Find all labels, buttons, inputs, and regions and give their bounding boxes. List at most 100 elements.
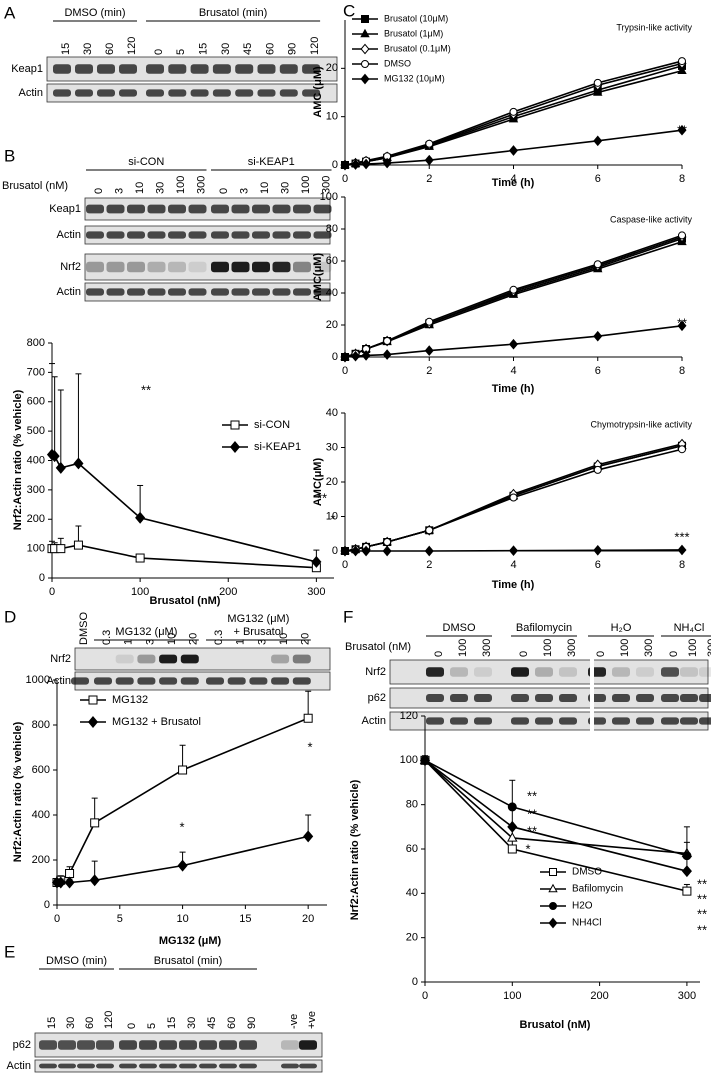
data-point: [361, 350, 371, 361]
data-point: [593, 135, 603, 147]
data-point: [682, 886, 692, 896]
data-point: [351, 350, 361, 362]
error-bar: [683, 826, 690, 856]
y-tick-label: 400: [32, 809, 50, 821]
y-tick-label: 600: [27, 396, 45, 408]
blot-band: [252, 231, 270, 239]
legend-label: Brusatol (10μM): [384, 13, 448, 23]
data-point: [382, 349, 392, 360]
blot-band: [281, 1063, 299, 1069]
y-tick-label: 10: [326, 111, 338, 123]
blot-band: [302, 89, 321, 97]
lane-label: 0: [93, 188, 105, 194]
blot-band: [313, 288, 332, 296]
blot-band: [299, 1063, 317, 1069]
blot-band: [293, 261, 311, 273]
data-point: [509, 107, 518, 116]
lane-label: 0: [595, 651, 607, 657]
blot-band: [97, 89, 115, 97]
blot-band: [235, 89, 254, 97]
y-tick-label: 40: [406, 887, 418, 899]
blot-band: [474, 694, 492, 702]
x-tick-label: 0: [54, 913, 60, 925]
row-label: Actin: [7, 1060, 31, 1072]
legend-label: MG132: [112, 694, 148, 706]
annotation: **: [677, 315, 687, 330]
y-tick-label: 100: [27, 543, 45, 555]
lane-label: 45: [242, 43, 254, 55]
lane-label: 120: [103, 1011, 115, 1029]
lane-label: 60: [104, 43, 116, 55]
legend-marker: [230, 420, 240, 430]
data-point: [678, 231, 686, 240]
data-point: [55, 876, 66, 889]
y-tick-label: 800: [27, 337, 45, 349]
blot-band: [699, 717, 711, 725]
x-tick-label: 200: [219, 586, 237, 598]
y-tick-label: 600: [32, 764, 50, 776]
y-tick-label: 30: [326, 441, 338, 453]
group-label: MG132 (μM): [227, 613, 289, 625]
blot-band: [168, 231, 186, 239]
error-bar: [57, 389, 64, 468]
data-point: [382, 545, 392, 557]
blot-band: [235, 64, 254, 74]
group-label: H₂O: [611, 622, 632, 634]
blot-band: [77, 1040, 95, 1050]
data-point: [351, 159, 361, 170]
data-point: [361, 545, 371, 557]
blot-band: [559, 694, 577, 702]
legend-label: Bafilomycin: [572, 884, 623, 895]
blot-box: [34, 1059, 323, 1073]
blot-band: [190, 64, 209, 74]
blot-band: [302, 64, 321, 74]
data-point: [340, 351, 350, 363]
data-point: [56, 544, 66, 554]
row-label: Actin: [57, 286, 81, 298]
row-label: Nrf2: [365, 666, 386, 678]
lane-label: 60: [226, 1017, 238, 1029]
blot-band: [426, 694, 444, 702]
row-label: p62: [368, 692, 386, 704]
panel-label: A: [4, 3, 16, 22]
blot-band: [612, 717, 630, 725]
blot-band: [86, 288, 104, 296]
data-point: [351, 545, 361, 557]
y-tick-label: 0: [412, 976, 418, 988]
blot-band: [249, 677, 268, 685]
data-point: [677, 544, 687, 556]
blot-band: [211, 261, 229, 273]
lane-label: 30: [65, 1017, 77, 1029]
error-bar: [49, 363, 55, 455]
blot-band: [159, 1040, 177, 1050]
blot-band: [426, 667, 444, 677]
blot-band: [168, 64, 187, 74]
legend-label: H2O: [572, 901, 593, 912]
lane-label: 15: [46, 1017, 58, 1029]
lane-label: 30: [279, 182, 291, 194]
y-tick-label: 40: [326, 407, 338, 419]
panel-label: E: [4, 942, 15, 961]
blot-band: [106, 231, 125, 239]
blot-band: [146, 89, 164, 97]
blot-band: [299, 1040, 317, 1050]
y-tick-label: 80: [406, 799, 418, 811]
blot-band: [636, 667, 654, 677]
row-label: Keap1: [11, 63, 43, 75]
x-axis-label: Time (h): [492, 383, 535, 395]
annotation: **: [527, 806, 537, 821]
blot-band: [231, 204, 250, 214]
panel-label: B: [4, 146, 15, 165]
lane-label: 3: [113, 188, 125, 194]
blot-band: [53, 89, 71, 97]
lane-label: 3: [238, 188, 250, 194]
x-tick-label: 100: [131, 586, 149, 598]
blot-band: [661, 667, 679, 677]
data-point: [178, 765, 188, 775]
x-tick-label: 2: [426, 365, 432, 377]
data-point: [593, 465, 602, 474]
y-tick-label: 100: [400, 754, 418, 766]
blot-band: [257, 89, 276, 97]
x-tick-label: 0: [49, 586, 55, 598]
